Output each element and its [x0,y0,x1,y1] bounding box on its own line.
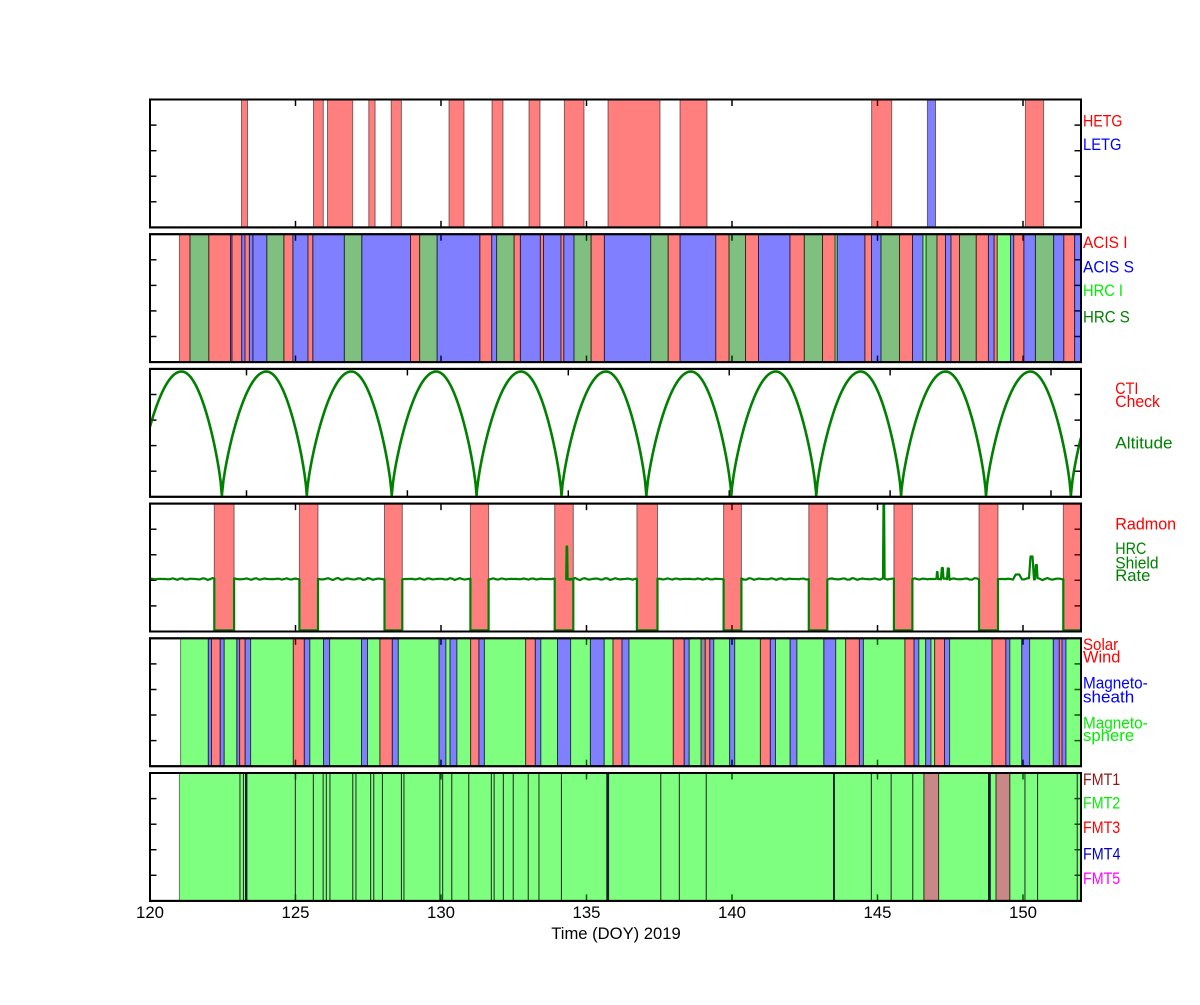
svg-text:FMT3: FMT3 [1083,818,1120,837]
svg-text:FMT1: FMT1 [1083,770,1120,789]
svg-text:HRC: HRC [1115,539,1146,558]
svg-text:sheath: sheath [1083,687,1134,706]
svg-text:125: 125 [282,903,310,922]
svg-text:Magneto-: Magneto- [1083,674,1148,693]
svg-text:Rate: Rate [1115,566,1150,585]
svg-text:Altitude: Altitude [1115,433,1172,452]
svg-text:Shield: Shield [1115,554,1158,573]
svg-text:HRC S: HRC S [1083,308,1130,327]
svg-text:HRC I: HRC I [1083,281,1123,300]
svg-text:120: 120 [136,903,164,922]
svg-text:FMT5: FMT5 [1083,869,1120,888]
svg-text:FMT4: FMT4 [1083,844,1121,863]
svg-text:145: 145 [864,903,892,922]
svg-text:CTI: CTI [1115,379,1138,398]
svg-text:Radmon: Radmon [1115,515,1176,534]
svg-text:HETG: HETG [1083,112,1123,131]
svg-text:Time (DOY) 2019: Time (DOY) 2019 [551,925,681,943]
svg-text:ACIS I: ACIS I [1083,233,1128,252]
svg-text:150: 150 [1009,903,1037,922]
svg-text:sphere: sphere [1083,726,1134,745]
svg-text:Wind: Wind [1083,648,1120,667]
svg-text:ACIS S: ACIS S [1083,258,1134,277]
svg-text:Solar: Solar [1083,635,1118,654]
svg-text:135: 135 [573,903,601,922]
svg-text:Check: Check [1115,392,1160,411]
svg-text:FMT2: FMT2 [1083,793,1120,812]
svg-text:LETG: LETG [1083,135,1122,154]
svg-text:Magneto-: Magneto- [1083,714,1148,733]
svg-text:130: 130 [427,903,455,922]
svg-text:140: 140 [718,903,746,922]
